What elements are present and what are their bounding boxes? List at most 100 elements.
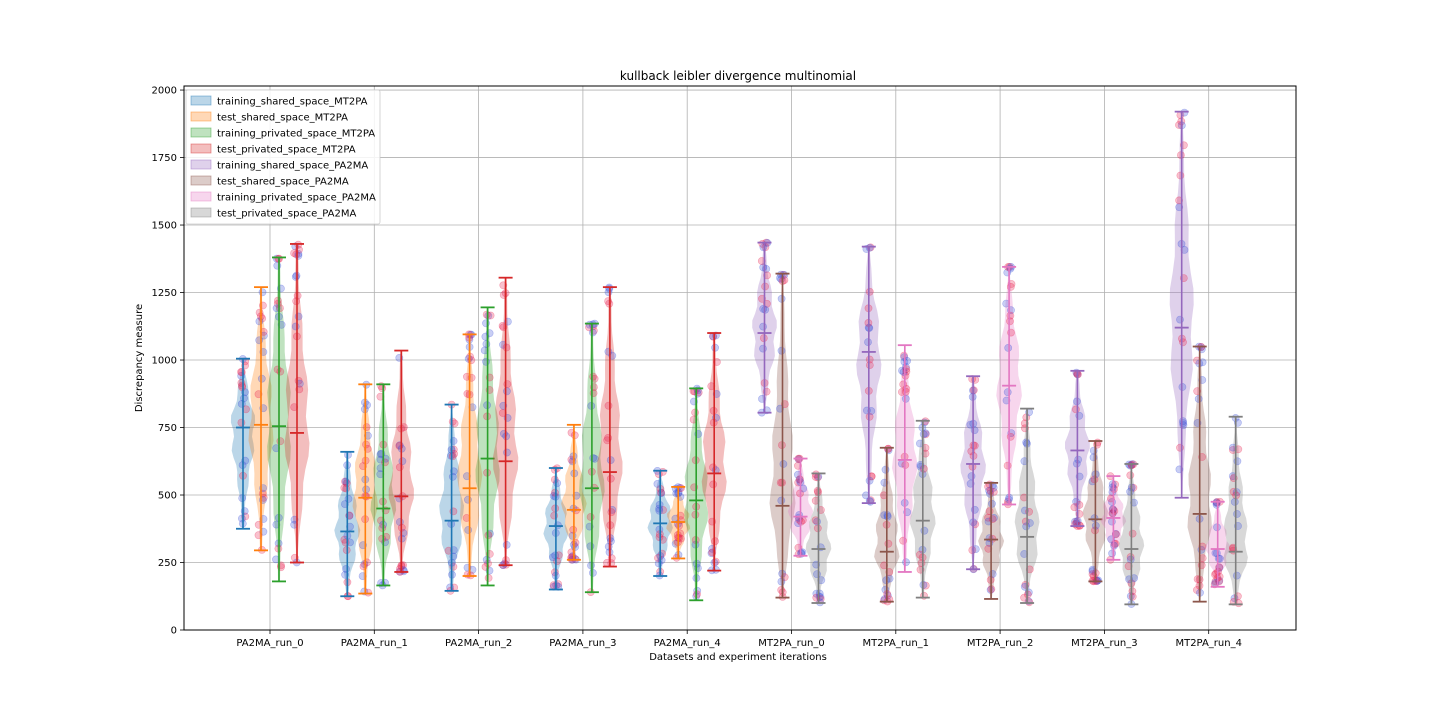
data-point	[362, 492, 371, 501]
data-point	[588, 328, 597, 337]
legend-label: test_shared_space_MT2PA	[217, 113, 348, 124]
data-point	[1179, 417, 1187, 426]
data-point	[1128, 592, 1137, 601]
data-point	[795, 475, 804, 484]
legend-label: training_privated_space_PA2MA	[217, 193, 376, 204]
data-point	[811, 496, 820, 505]
legend-label: training_privated_space_MT2PA	[217, 129, 375, 140]
data-point	[902, 365, 911, 373]
data-point	[707, 549, 716, 558]
x-tick-label: MT2PA_run_0	[758, 638, 824, 649]
data-point	[865, 355, 874, 364]
data-point	[294, 312, 303, 321]
data-point	[1229, 443, 1237, 452]
data-point	[503, 380, 512, 388]
data-point	[1126, 471, 1135, 480]
data-point	[1211, 570, 1219, 579]
data-point	[259, 493, 268, 502]
data-point	[295, 379, 304, 388]
data-point	[1004, 343, 1013, 352]
legend-label: test_privated_space_MT2PA	[217, 145, 356, 156]
data-point	[691, 408, 699, 417]
data-point	[655, 506, 664, 515]
data-point	[276, 304, 284, 312]
data-point	[502, 387, 511, 396]
data-point	[761, 243, 770, 252]
y-tick-label: 0	[171, 626, 177, 637]
data-point	[346, 538, 354, 547]
data-point	[777, 270, 785, 279]
data-point	[586, 513, 595, 521]
data-point	[757, 257, 766, 265]
data-point	[988, 499, 996, 508]
legend-swatch	[190, 143, 212, 154]
data-point	[341, 538, 350, 547]
data-point	[1072, 405, 1080, 414]
data-point	[462, 472, 471, 481]
data-point	[273, 261, 282, 270]
data-point	[1198, 376, 1207, 384]
data-point	[1006, 317, 1014, 326]
data-point	[881, 465, 890, 474]
data-point	[920, 526, 929, 535]
data-point	[759, 322, 767, 331]
data-point	[1108, 549, 1116, 558]
data-point	[711, 537, 719, 546]
data-point	[884, 444, 892, 453]
data-point	[553, 479, 562, 488]
data-point	[346, 522, 354, 531]
data-point	[499, 340, 507, 349]
x-tick-label: PA2MA_run_1	[341, 638, 408, 649]
legend: training_shared_space_MT2PA test_shared_s…	[185, 89, 381, 225]
data-point	[482, 340, 491, 348]
data-point	[551, 488, 559, 497]
data-point	[482, 310, 491, 319]
x-tick-label: MT2PA_run_3	[1071, 638, 1137, 649]
data-point	[865, 361, 874, 369]
data-point	[989, 487, 998, 496]
data-point	[1175, 121, 1183, 129]
data-point	[653, 479, 662, 488]
data-point	[237, 378, 246, 387]
data-point	[237, 368, 246, 376]
data-point	[899, 536, 907, 545]
y-tick-label: 2000	[152, 86, 177, 97]
data-point	[902, 558, 910, 567]
data-point	[398, 457, 407, 466]
data-point	[341, 477, 350, 486]
data-point	[1090, 514, 1099, 523]
data-point	[970, 505, 979, 514]
data-point	[777, 346, 786, 355]
data-point	[884, 539, 893, 548]
data-point	[1108, 509, 1117, 518]
data-point	[378, 384, 387, 393]
data-point	[1176, 443, 1184, 452]
y-tick-label: 500	[158, 491, 177, 502]
data-point	[1233, 510, 1241, 518]
data-point	[378, 524, 387, 532]
data-point	[589, 389, 598, 397]
data-point	[376, 464, 385, 472]
data-point	[901, 394, 910, 403]
data-point	[378, 534, 387, 543]
legend-label: training_shared_space_MT2PA	[217, 97, 368, 108]
data-point	[1022, 438, 1031, 447]
data-point	[1006, 311, 1015, 320]
data-point	[777, 496, 786, 505]
data-point	[966, 420, 975, 429]
data-point	[237, 514, 246, 523]
y-tick-label: 750	[158, 423, 177, 434]
data-point	[606, 474, 615, 483]
plot-frame	[183, 85, 1297, 631]
data-point	[586, 542, 595, 551]
data-point	[606, 456, 615, 464]
data-point	[1108, 488, 1117, 496]
data-point	[590, 374, 599, 383]
data-point	[1198, 542, 1207, 551]
data-point	[464, 354, 473, 363]
data-point	[1126, 487, 1134, 496]
data-point	[238, 494, 247, 502]
data-point	[376, 455, 385, 464]
data-point	[762, 264, 771, 273]
data-point	[970, 441, 979, 450]
